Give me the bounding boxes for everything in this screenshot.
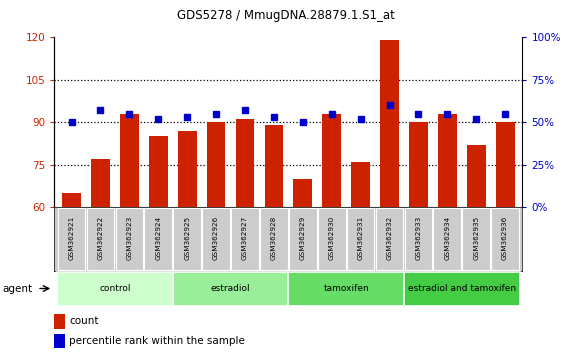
Bar (438, 114, 457, 207)
Text: GSM362930: GSM362930 (329, 216, 335, 260)
Bar (260, 209, 288, 269)
Text: GSM362926: GSM362926 (213, 216, 219, 260)
Bar (202, 209, 230, 269)
Bar (62, 193, 81, 207)
Text: GSM362922: GSM362922 (98, 216, 103, 260)
Bar (289, 209, 317, 269)
Text: GSM362921: GSM362921 (69, 216, 75, 260)
Bar (380, 40, 399, 207)
Bar (149, 136, 168, 207)
Text: GSM362932: GSM362932 (387, 216, 392, 260)
Bar (347, 209, 375, 269)
Bar (496, 122, 514, 207)
Bar (264, 125, 283, 207)
Bar (174, 209, 201, 269)
Text: estradiol and tamoxifen: estradiol and tamoxifen (408, 284, 516, 293)
Bar (54, 334, 65, 348)
Bar (288, 272, 404, 306)
Bar (236, 119, 255, 207)
Bar (404, 209, 432, 269)
Bar (144, 209, 172, 269)
Bar (293, 179, 312, 207)
Bar (231, 209, 259, 269)
Text: control: control (99, 284, 131, 293)
Text: GDS5278 / MmugDNA.28879.1.S1_at: GDS5278 / MmugDNA.28879.1.S1_at (176, 9, 395, 22)
Bar (491, 209, 519, 269)
Bar (467, 145, 485, 207)
Bar (87, 209, 114, 269)
Bar (120, 114, 139, 207)
Text: GSM362928: GSM362928 (271, 216, 277, 260)
Bar (54, 314, 65, 329)
Bar (351, 162, 370, 207)
Text: GSM362931: GSM362931 (357, 216, 364, 260)
Bar (433, 209, 461, 269)
Bar (115, 209, 143, 269)
Bar (91, 159, 110, 207)
Bar (404, 272, 520, 306)
Text: GSM362936: GSM362936 (502, 216, 508, 260)
Bar (409, 122, 428, 207)
Bar (376, 209, 403, 269)
Bar (178, 131, 196, 207)
Text: GSM362924: GSM362924 (155, 216, 161, 260)
Text: estradiol: estradiol (211, 284, 250, 293)
Bar (58, 209, 86, 269)
Bar (173, 272, 288, 306)
Bar (463, 209, 490, 269)
Text: GSM362934: GSM362934 (444, 216, 451, 260)
Text: GSM362923: GSM362923 (126, 216, 132, 260)
Bar (207, 122, 226, 207)
Text: GSM362933: GSM362933 (416, 216, 421, 260)
Bar (318, 209, 345, 269)
Bar (57, 272, 173, 306)
Text: GSM362927: GSM362927 (242, 216, 248, 260)
Text: tamoxifen: tamoxifen (323, 284, 369, 293)
Bar (322, 114, 341, 207)
Text: count: count (69, 316, 99, 326)
Text: GSM362929: GSM362929 (300, 216, 306, 260)
Text: percentile rank within the sample: percentile rank within the sample (69, 336, 245, 346)
Text: agent: agent (3, 284, 33, 293)
Text: GSM362925: GSM362925 (184, 216, 190, 260)
Text: GSM362935: GSM362935 (473, 216, 479, 260)
